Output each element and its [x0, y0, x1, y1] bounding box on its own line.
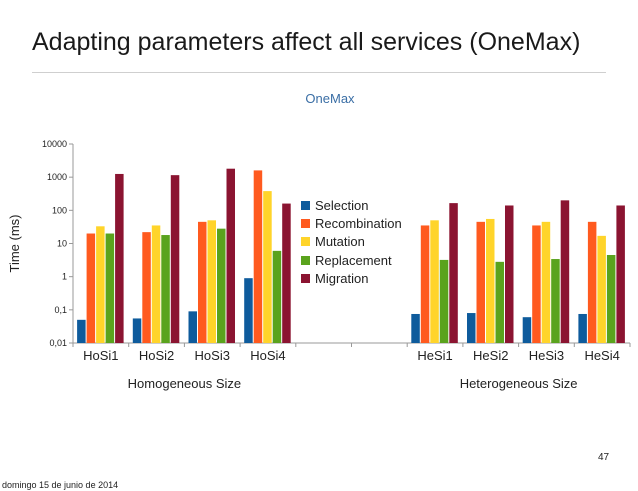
bar-migration-hesi3	[560, 200, 570, 343]
legend-item: Mutation	[301, 233, 402, 251]
bar-migration-hosi2	[170, 175, 180, 343]
bar-mutation-hesi1	[430, 220, 439, 343]
bar-recombination-hesi2	[476, 221, 485, 343]
y-tick-label: 1	[62, 272, 67, 282]
bar-recombination-hosi3	[198, 221, 207, 343]
legend-item: Selection	[301, 196, 402, 214]
bar-selection-hesi3	[522, 317, 532, 343]
bar-replacement-hesi1	[439, 259, 449, 343]
bar-replacement-hosi2	[161, 235, 170, 343]
bar-recombination-hosi2	[142, 232, 151, 343]
bar-selection-hosi1	[77, 319, 86, 343]
chart-legend: Selection Recombination Mutation Replacemen…	[301, 196, 402, 287]
bar-mutation-hesi4	[597, 235, 606, 343]
bar-migration-hesi2	[505, 205, 514, 343]
bar-replacement-hosi3	[217, 228, 226, 343]
bar-replacement-hesi4	[606, 255, 616, 343]
y-tick-label: 10	[57, 239, 67, 249]
bar-mutation-hosi4	[263, 191, 272, 343]
bar-replacement-hosi4	[272, 250, 282, 343]
title-divider	[32, 72, 606, 73]
y-tick-label: 0,01	[49, 338, 67, 348]
bar-selection-hesi2	[467, 313, 476, 343]
bar-selection-hosi3	[188, 311, 197, 343]
bar-replacement-hosi1	[105, 233, 115, 343]
legend-swatch	[301, 255, 310, 265]
bar-migration-hosi3	[226, 168, 235, 343]
bar-replacement-hesi2	[495, 261, 504, 343]
bar-migration-hosi1	[115, 173, 124, 343]
y-axis-label: Time (ms)	[7, 214, 22, 272]
legend-label: Migration	[315, 270, 369, 286]
bar-migration-hosi4	[282, 203, 291, 343]
legend-item: Recombination	[301, 214, 402, 232]
bar-mutation-hesi2	[486, 218, 495, 343]
x-tick-label: HeSi4	[584, 348, 619, 363]
bar-recombination-hesi3	[532, 225, 541, 343]
legend-label: Mutation	[315, 234, 365, 250]
chart-title: OneMax	[305, 91, 355, 106]
y-tick-label: 1000	[47, 172, 67, 182]
bar-migration-hesi1	[449, 203, 458, 343]
x-tick-label: HoSi4	[250, 348, 285, 363]
y-tick-label: 100	[52, 205, 67, 215]
slide-title: Adapting parameters affect all services …	[32, 28, 581, 56]
legend-label: Selection	[315, 197, 369, 213]
bar-migration-hesi4	[616, 205, 625, 343]
bar-selection-hosi4	[244, 278, 253, 343]
x-tick-label: HoSi3	[195, 348, 230, 363]
bar-replacement-hesi3	[551, 259, 560, 343]
bar-selection-hesi1	[411, 313, 420, 343]
x-tick-label: HoSi2	[139, 348, 174, 363]
legend-label: Replacement	[315, 252, 392, 268]
x-tick-label: HeSi3	[529, 348, 564, 363]
y-tick-label: 10000	[42, 139, 67, 149]
bar-recombination-hosi4	[253, 170, 263, 343]
legend-item: Migration	[301, 269, 402, 287]
x-tick-label: HeSi1	[417, 348, 452, 363]
legend-swatch	[301, 200, 310, 210]
bar-mutation-hesi3	[541, 221, 551, 343]
x-tick-label: HoSi1	[83, 348, 118, 363]
bar-recombination-hesi1	[420, 225, 430, 343]
bar-selection-hosi2	[132, 318, 142, 343]
x-group-label: Homogeneous Size	[128, 376, 241, 391]
x-group-label: Heterogeneous Size	[460, 376, 578, 391]
x-tick-label: HeSi2	[473, 348, 508, 363]
legend-swatch	[301, 273, 310, 283]
legend-swatch	[301, 218, 310, 228]
legend-item: Replacement	[301, 251, 402, 269]
legend-label: Recombination	[315, 215, 402, 231]
bar-recombination-hesi4	[587, 221, 597, 343]
bar-mutation-hosi2	[151, 225, 161, 343]
y-tick-label: 0,1	[54, 305, 67, 315]
bar-mutation-hosi3	[207, 220, 216, 343]
page-number: 47	[598, 452, 610, 463]
footer-date: domingo 15 de junio de 2014	[2, 480, 119, 490]
bar-mutation-hosi1	[96, 226, 105, 343]
bar-selection-hesi4	[578, 313, 587, 343]
legend-swatch	[301, 237, 310, 247]
bar-recombination-hosi1	[86, 233, 96, 343]
